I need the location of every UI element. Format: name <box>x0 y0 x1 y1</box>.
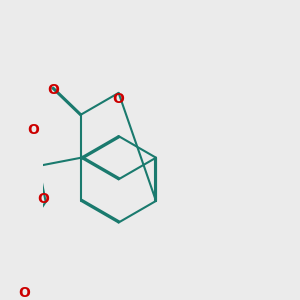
Text: O: O <box>47 83 59 97</box>
Text: O: O <box>18 286 30 300</box>
Text: O: O <box>38 192 50 206</box>
Text: O: O <box>113 92 124 106</box>
Text: O: O <box>27 123 39 137</box>
